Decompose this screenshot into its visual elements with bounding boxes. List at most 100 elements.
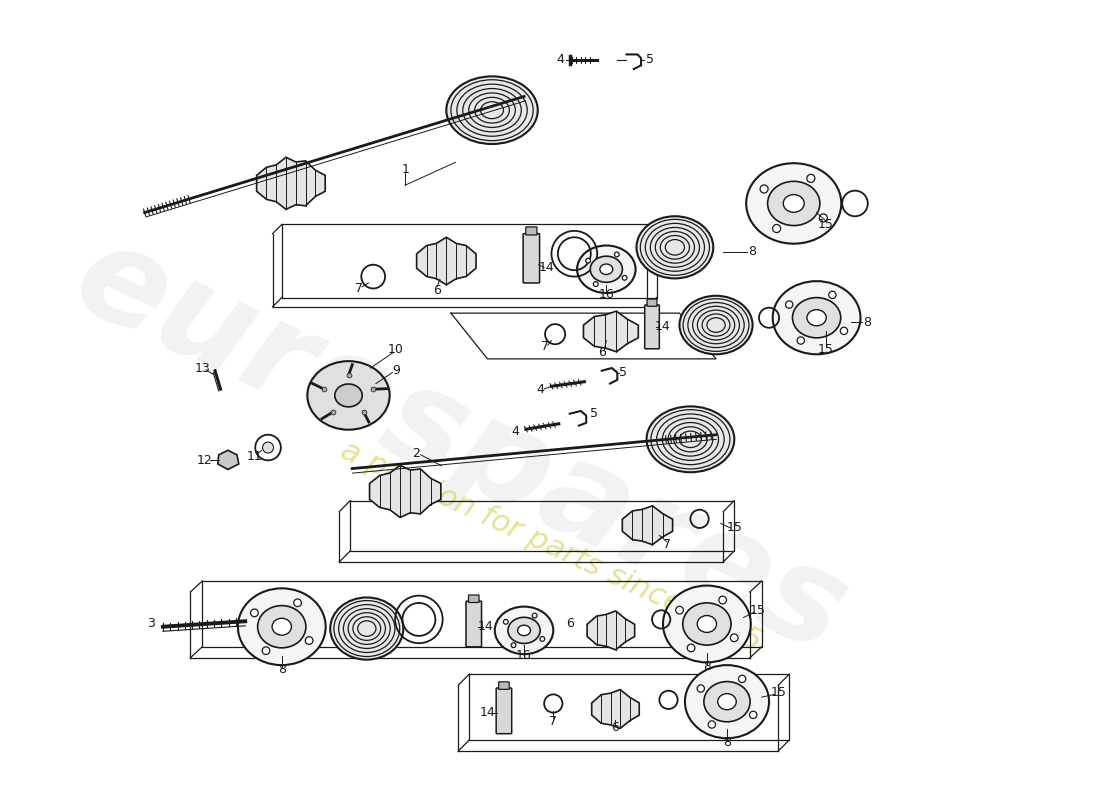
FancyBboxPatch shape — [526, 227, 537, 235]
Text: 1: 1 — [402, 163, 409, 176]
Circle shape — [532, 613, 537, 618]
Ellipse shape — [680, 296, 752, 354]
Circle shape — [772, 225, 781, 233]
Circle shape — [738, 675, 746, 682]
Text: 8: 8 — [862, 316, 871, 329]
Circle shape — [798, 337, 804, 344]
Circle shape — [730, 634, 738, 642]
Circle shape — [593, 282, 598, 286]
Text: 3: 3 — [147, 618, 155, 630]
Polygon shape — [592, 690, 639, 729]
Text: 5: 5 — [646, 54, 654, 66]
Ellipse shape — [307, 361, 389, 430]
Text: 7: 7 — [541, 341, 549, 354]
Ellipse shape — [663, 586, 751, 662]
Text: 4: 4 — [557, 54, 564, 66]
Circle shape — [806, 174, 815, 182]
Ellipse shape — [447, 76, 538, 144]
Text: 15: 15 — [817, 218, 834, 231]
Circle shape — [512, 643, 516, 647]
Text: eurospares: eurospares — [55, 212, 866, 680]
Circle shape — [306, 637, 313, 644]
Text: 6: 6 — [597, 346, 606, 359]
Text: a passion for parts since 1985: a passion for parts since 1985 — [337, 436, 767, 657]
Ellipse shape — [772, 281, 860, 354]
Ellipse shape — [697, 615, 716, 633]
Circle shape — [718, 596, 726, 604]
Text: 8: 8 — [703, 661, 711, 674]
Circle shape — [749, 711, 757, 718]
Text: 4: 4 — [512, 426, 519, 438]
Circle shape — [262, 647, 270, 654]
Polygon shape — [218, 450, 239, 470]
Ellipse shape — [495, 606, 553, 654]
Ellipse shape — [600, 264, 613, 274]
Ellipse shape — [704, 682, 750, 722]
Circle shape — [697, 685, 704, 692]
Text: 15: 15 — [817, 343, 834, 356]
FancyBboxPatch shape — [466, 601, 482, 647]
Circle shape — [615, 252, 619, 257]
Circle shape — [540, 637, 544, 642]
Ellipse shape — [238, 588, 326, 665]
Text: 2: 2 — [412, 446, 420, 459]
Text: 7: 7 — [662, 538, 671, 551]
Ellipse shape — [647, 406, 735, 472]
Circle shape — [251, 609, 258, 617]
Circle shape — [504, 619, 508, 624]
Ellipse shape — [334, 384, 362, 407]
Text: 7: 7 — [355, 282, 363, 295]
Text: 14: 14 — [539, 261, 554, 274]
Text: 5: 5 — [590, 407, 597, 420]
Text: 13: 13 — [195, 362, 210, 374]
FancyBboxPatch shape — [524, 234, 540, 283]
Text: 12: 12 — [196, 454, 212, 467]
Ellipse shape — [783, 194, 804, 212]
Ellipse shape — [591, 256, 623, 282]
Polygon shape — [587, 611, 635, 650]
Text: 8: 8 — [278, 663, 286, 676]
Polygon shape — [583, 311, 638, 352]
Circle shape — [820, 214, 827, 222]
Text: 6: 6 — [612, 721, 619, 734]
Text: 15: 15 — [726, 522, 742, 534]
Circle shape — [623, 275, 627, 280]
Ellipse shape — [746, 163, 842, 244]
Ellipse shape — [272, 618, 292, 635]
Ellipse shape — [257, 606, 306, 648]
FancyBboxPatch shape — [645, 305, 659, 349]
Ellipse shape — [637, 216, 713, 278]
Text: 14: 14 — [656, 320, 671, 334]
Ellipse shape — [685, 665, 769, 738]
Ellipse shape — [717, 694, 736, 710]
Text: 6: 6 — [433, 284, 441, 297]
Ellipse shape — [683, 603, 732, 645]
Text: 8: 8 — [749, 246, 757, 258]
Ellipse shape — [578, 246, 636, 293]
Circle shape — [675, 606, 683, 614]
Text: 14: 14 — [480, 706, 495, 719]
Text: 5: 5 — [619, 366, 627, 379]
Polygon shape — [417, 238, 476, 285]
Text: 16: 16 — [516, 650, 532, 662]
Circle shape — [840, 327, 848, 334]
Text: 11: 11 — [246, 450, 262, 463]
Ellipse shape — [518, 625, 530, 636]
Text: 4: 4 — [537, 382, 544, 395]
FancyBboxPatch shape — [647, 299, 657, 306]
Circle shape — [760, 185, 768, 193]
Text: 15: 15 — [770, 686, 786, 699]
Text: 8: 8 — [723, 736, 732, 750]
Text: 10: 10 — [388, 343, 404, 356]
Ellipse shape — [330, 598, 404, 660]
Polygon shape — [370, 466, 441, 518]
Ellipse shape — [768, 182, 820, 226]
Ellipse shape — [792, 298, 840, 338]
Text: 14: 14 — [477, 620, 494, 634]
FancyBboxPatch shape — [469, 595, 478, 602]
Polygon shape — [256, 158, 326, 210]
Circle shape — [688, 644, 695, 652]
Polygon shape — [623, 506, 672, 545]
FancyBboxPatch shape — [496, 688, 512, 734]
Circle shape — [708, 721, 715, 728]
